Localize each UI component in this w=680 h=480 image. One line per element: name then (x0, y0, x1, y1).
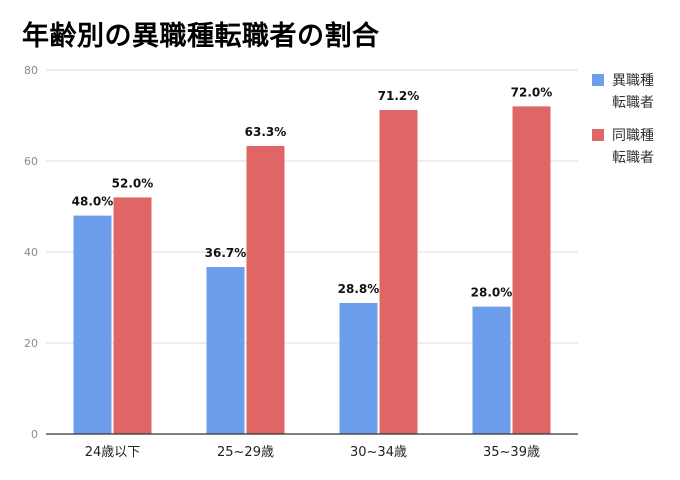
bar-different-job (206, 267, 245, 434)
x-tick-label: 24歳以下 (85, 445, 141, 460)
data-label: 63.3% (245, 125, 287, 139)
y-tick-label: 0 (31, 428, 38, 441)
data-label: 28.8% (338, 282, 380, 296)
x-tick-label: 35~39歳 (483, 445, 540, 460)
axes: 0 20 40 60 80 24歳以下 25~29歳 30~34歳 35~39歳 (24, 64, 578, 460)
bar-same-job (512, 106, 551, 435)
data-label: 28.0% (471, 286, 513, 300)
bar-different-job (73, 215, 112, 434)
data-label: 71.2% (378, 89, 420, 103)
y-tick-label: 80 (24, 64, 38, 77)
x-tick-label: 25~29歳 (217, 445, 274, 460)
y-tick-label: 40 (24, 246, 38, 259)
x-tick-label: 30~34歳 (350, 445, 407, 460)
bars (73, 106, 551, 435)
bar-same-job (379, 110, 418, 434)
data-label: 36.7% (205, 246, 247, 260)
chart-title: 年齢別の異職種転職者の割合 (22, 21, 380, 52)
bar-different-job (472, 306, 511, 434)
data-labels: 48.0% 52.0% 36.7% 63.3% 28.8% 71.2% 28.0% 72.0% (72, 85, 553, 299)
legend-label: 同職種転職者 (612, 128, 654, 166)
y-tick-label: 60 (24, 155, 38, 168)
legend-swatch (592, 74, 604, 86)
data-label: 72.0% (511, 85, 553, 99)
y-tick-label: 20 (24, 337, 38, 350)
data-label: 52.0% (112, 176, 154, 190)
bar-different-job (339, 302, 378, 434)
data-label: 48.0% (72, 195, 114, 209)
bar-same-job (246, 145, 285, 435)
legend-swatch (592, 129, 604, 141)
bar-same-job (113, 197, 152, 434)
legend-label: 異職種転職者 (612, 73, 654, 111)
